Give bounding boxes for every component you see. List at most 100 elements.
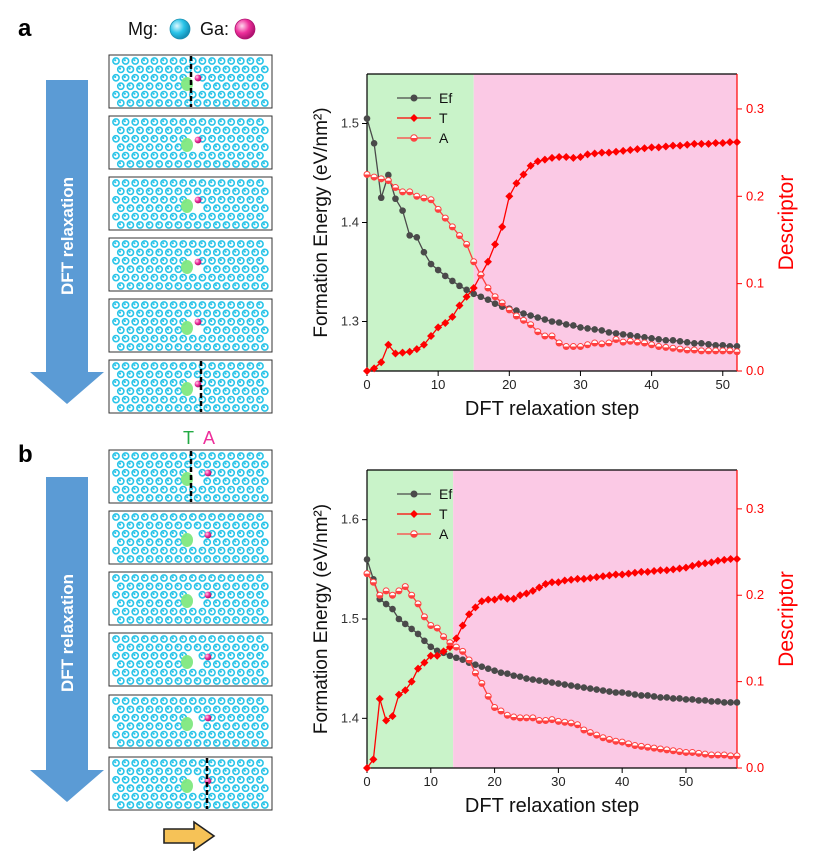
mg-atom-core — [253, 540, 256, 543]
mg-atom — [236, 697, 245, 705]
mg-atom-core — [123, 258, 126, 262]
mg-atom-core — [243, 223, 246, 226]
mg-atom-core — [262, 206, 266, 209]
mg-atom-core — [176, 389, 179, 392]
point-A-fill — [364, 174, 370, 178]
mg-atom — [203, 643, 212, 652]
relaxation-arrow-b: DFT relaxation — [30, 477, 104, 802]
mg-atom — [236, 607, 245, 616]
mg-atom-core — [171, 397, 174, 400]
mg-atom — [227, 546, 236, 555]
mg-atom-core — [138, 223, 141, 226]
mg-atom — [208, 301, 216, 309]
mg-atom — [155, 801, 164, 809]
mg-atom-core — [224, 803, 227, 806]
mg-atom-core — [181, 336, 184, 339]
mg-atom — [232, 65, 240, 74]
mg-atom — [198, 212, 207, 221]
mg-atom-core — [166, 67, 170, 70]
mg-atom — [251, 248, 260, 257]
point-T — [452, 634, 461, 643]
mg-atom — [256, 179, 264, 187]
point-T — [567, 575, 576, 584]
mg-atom-core — [118, 557, 122, 560]
mg-atom — [246, 730, 255, 739]
t-marker-label: T — [183, 428, 194, 448]
mg-atom-core — [224, 311, 227, 314]
mg-atom — [208, 607, 216, 616]
mg-atom — [160, 301, 168, 309]
mg-atom — [164, 616, 173, 624]
mg-atom-core — [200, 303, 203, 306]
mg-atom — [198, 607, 207, 616]
mg-atom — [217, 179, 226, 187]
mg-atom-core — [114, 794, 117, 797]
mg-atom-core — [181, 59, 184, 62]
mg-atom — [232, 477, 240, 486]
mg-atom — [236, 212, 245, 221]
mg-atom-core — [142, 548, 146, 551]
mg-atom — [155, 160, 164, 168]
mg-atom-core — [262, 128, 266, 131]
point-Ef — [421, 637, 428, 645]
mg-atom — [112, 759, 120, 767]
mg-atom-core — [238, 153, 242, 156]
mg-atom-core — [200, 153, 203, 156]
mg-atom — [126, 204, 135, 213]
mg-atom — [232, 309, 240, 318]
mg-atom — [246, 529, 255, 538]
mg-atom-core — [219, 653, 222, 657]
mg-atom — [203, 82, 212, 91]
mg-atom-core — [133, 380, 136, 384]
mg-atom — [241, 126, 250, 135]
mg-atom-core — [181, 794, 184, 797]
mg-atom-core — [253, 345, 256, 348]
mg-atom-core — [195, 345, 198, 348]
ga-atom — [204, 591, 212, 599]
mg-atom-core — [214, 67, 218, 70]
mg-legend-label: Mg: — [128, 19, 158, 39]
mg-atom — [169, 73, 178, 82]
mg-atom-core — [138, 84, 141, 87]
mg-atom-core — [147, 540, 150, 543]
mg-atom-core — [128, 662, 131, 665]
mg-atom-core — [133, 59, 136, 62]
mg-atom-core — [152, 531, 155, 535]
mg-atom — [160, 468, 168, 477]
mg-atom-core — [210, 576, 213, 579]
mg-atom-core — [219, 397, 222, 400]
mg-atom-core — [190, 336, 194, 339]
mg-atom-core — [176, 345, 179, 348]
mg-atom-core — [181, 653, 184, 657]
point-A-fill — [435, 209, 442, 213]
mg-atom-core — [200, 670, 203, 673]
point-T — [526, 161, 535, 170]
mg-atom-core — [166, 707, 170, 710]
mg-atom — [188, 485, 197, 494]
mg-atom-core — [128, 101, 131, 104]
mg-atom-core — [258, 699, 261, 702]
mg-atom-core — [162, 487, 165, 490]
mg-atom-core — [229, 59, 232, 62]
mg-atom — [160, 212, 168, 221]
mg-atom — [217, 697, 226, 705]
region-green — [367, 470, 454, 768]
mg-atom — [193, 187, 202, 196]
mg-atom-core — [229, 214, 232, 217]
mg-atom-core — [162, 275, 165, 278]
mg-atom — [256, 730, 264, 739]
mg-atom — [136, 248, 144, 257]
point-Ef — [542, 678, 549, 685]
mg-atom-core — [219, 364, 222, 367]
mg-atom-core — [262, 223, 266, 226]
mg-atom — [126, 187, 135, 196]
mg-atom-core — [258, 397, 261, 400]
mg-atom — [193, 521, 202, 530]
mg-atom-core — [219, 470, 222, 474]
mg-atom — [160, 378, 168, 387]
mg-atom-core — [181, 397, 184, 400]
mg-atom-core — [234, 540, 237, 543]
mg-atom — [160, 73, 168, 82]
mg-atom — [155, 739, 164, 747]
mg-atom — [222, 477, 231, 486]
